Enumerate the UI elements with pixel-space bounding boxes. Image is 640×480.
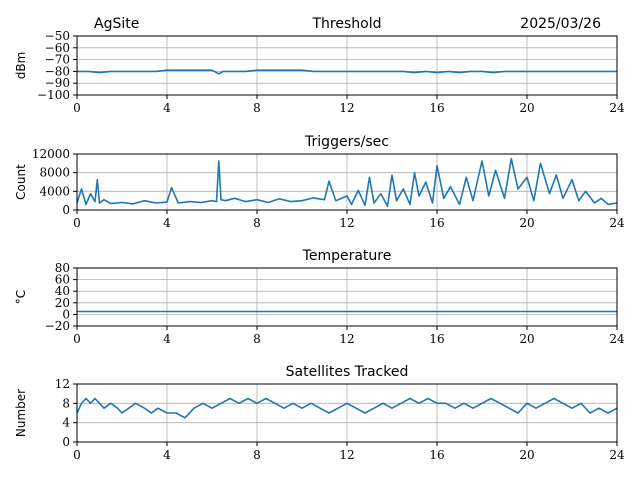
x-tick-label: 0 bbox=[73, 332, 81, 346]
panel-2: 0 4 8 12 16 20 24 0 4000 8000 12000 Triggers/sec Cou… bbox=[14, 134, 625, 230]
panel-1: 0 4 8 12 16 20 24 −50−60−70−80−90−100 Threshold d… bbox=[14, 16, 625, 115]
x-tick-label: 0 bbox=[73, 216, 81, 230]
y-tick-label: −60 bbox=[45, 41, 70, 55]
x-tick-label: 24 bbox=[609, 216, 625, 230]
y-axis-label: Count bbox=[14, 164, 28, 200]
y-tick-label: −80 bbox=[45, 64, 70, 78]
y-axis-label: Number bbox=[14, 389, 28, 437]
y-tick-label: 80 bbox=[55, 261, 70, 275]
x-tick-label: 0 bbox=[73, 101, 81, 115]
y-tick-label: 0 bbox=[62, 307, 70, 321]
x-tick-label: 16 bbox=[429, 448, 444, 462]
x-tick-label: 16 bbox=[429, 101, 444, 115]
x-tick-label: 16 bbox=[429, 332, 444, 346]
y-tick-label: 4 bbox=[62, 416, 70, 430]
panel-title: Threshold bbox=[312, 16, 382, 32]
x-tick-label: 24 bbox=[609, 448, 625, 462]
series-line bbox=[77, 69, 617, 75]
x-tick-label: 0 bbox=[73, 448, 81, 462]
y-tick-label: 20 bbox=[55, 296, 70, 310]
x-tick-label: 4 bbox=[163, 448, 171, 462]
panel-title: Triggers/sec bbox=[304, 134, 389, 150]
x-tick-label: 4 bbox=[163, 332, 171, 346]
date-label: 2025/03/26 bbox=[520, 16, 601, 32]
x-tick-label: 20 bbox=[519, 216, 534, 230]
x-tick-label: 20 bbox=[519, 448, 534, 462]
y-tick-label: 4000 bbox=[39, 184, 70, 198]
y-tick-label: 8000 bbox=[39, 166, 70, 180]
x-tick-label: 24 bbox=[609, 101, 625, 115]
y-tick-label: 60 bbox=[55, 273, 70, 287]
y-tick-label: 8 bbox=[62, 396, 70, 410]
series-line bbox=[76, 157, 618, 208]
y-axis-label: dBm bbox=[14, 52, 28, 80]
x-tick-label: 8 bbox=[253, 101, 261, 115]
y-tick-label: 12000 bbox=[32, 147, 70, 161]
site-label: AgSite bbox=[94, 16, 139, 32]
x-tick-label: 16 bbox=[429, 216, 444, 230]
x-tick-label: 8 bbox=[253, 332, 261, 346]
y-tick-label: 12 bbox=[55, 377, 70, 391]
x-tick-label: 20 bbox=[519, 332, 534, 346]
x-tick-label: 24 bbox=[609, 332, 625, 346]
y-tick-label: 0 bbox=[62, 203, 70, 217]
x-tick-label: 12 bbox=[339, 101, 354, 115]
panel-title: Temperature bbox=[302, 248, 392, 264]
panel-4: 0 4 8 12 16 20 24 0 4 8 12 Satellites Tracked Number bbox=[14, 364, 625, 462]
series-line bbox=[76, 397, 618, 419]
panel-title: Satellites Tracked bbox=[286, 364, 409, 380]
x-tick-label: 12 bbox=[339, 448, 354, 462]
x-tick-label: 12 bbox=[339, 216, 354, 230]
y-tick-label: −20 bbox=[45, 319, 70, 333]
panels: 0 4 8 12 16 20 24 −50−60−70−80−90−100 Threshold d… bbox=[14, 16, 625, 462]
y-tick-label: −50 bbox=[45, 29, 70, 43]
y-tick-label: 0 bbox=[62, 435, 70, 449]
x-tick-label: 20 bbox=[519, 101, 534, 115]
y-tick-label: −70 bbox=[45, 53, 70, 67]
x-tick-label: 8 bbox=[253, 216, 261, 230]
x-tick-label: 12 bbox=[339, 332, 354, 346]
y-tick-label: −90 bbox=[45, 76, 70, 90]
y-tick-label: 40 bbox=[55, 284, 70, 298]
y-tick-label: −100 bbox=[37, 88, 70, 102]
x-tick-label: 4 bbox=[163, 216, 171, 230]
x-tick-label: 8 bbox=[253, 448, 261, 462]
y-axis-label: °C bbox=[14, 290, 28, 304]
x-tick-label: 4 bbox=[163, 101, 171, 115]
